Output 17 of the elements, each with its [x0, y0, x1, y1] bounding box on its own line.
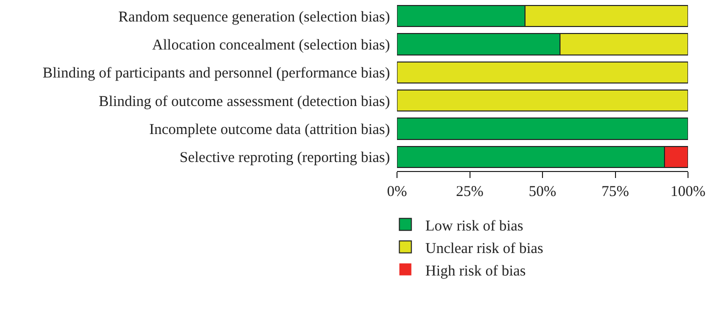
bar [397, 90, 688, 112]
x-tick-label: 50% [528, 184, 556, 200]
x-tick-label: 100% [670, 184, 706, 200]
bar [397, 118, 688, 140]
y-tick-label: Allocation concealment (selection bias) [152, 38, 390, 54]
x-tick-label: 0% [387, 184, 407, 200]
legend-label: Unclear risk of bias [425, 240, 544, 257]
legend-label: Low risk of bias [425, 218, 524, 234]
y-tick-label: Blinding of outcome assessment (detection bias) [98, 94, 390, 110]
legend-label: High risk of bias [425, 263, 526, 280]
y-tick-label: Selective reproting (reporting bias) [180, 150, 390, 166]
y-tick-label: Incomplete outcome data (attrition bias) [149, 122, 390, 138]
y-tick-label: Blinding of participants and personnel (performance bias) [42, 66, 390, 82]
y-tick-label: Random sequence generation (selection bias) [118, 9, 390, 26]
bar [397, 61, 688, 84]
x-tick-label: 75% [602, 184, 629, 200]
x-tick-label: 25% [456, 184, 484, 200]
